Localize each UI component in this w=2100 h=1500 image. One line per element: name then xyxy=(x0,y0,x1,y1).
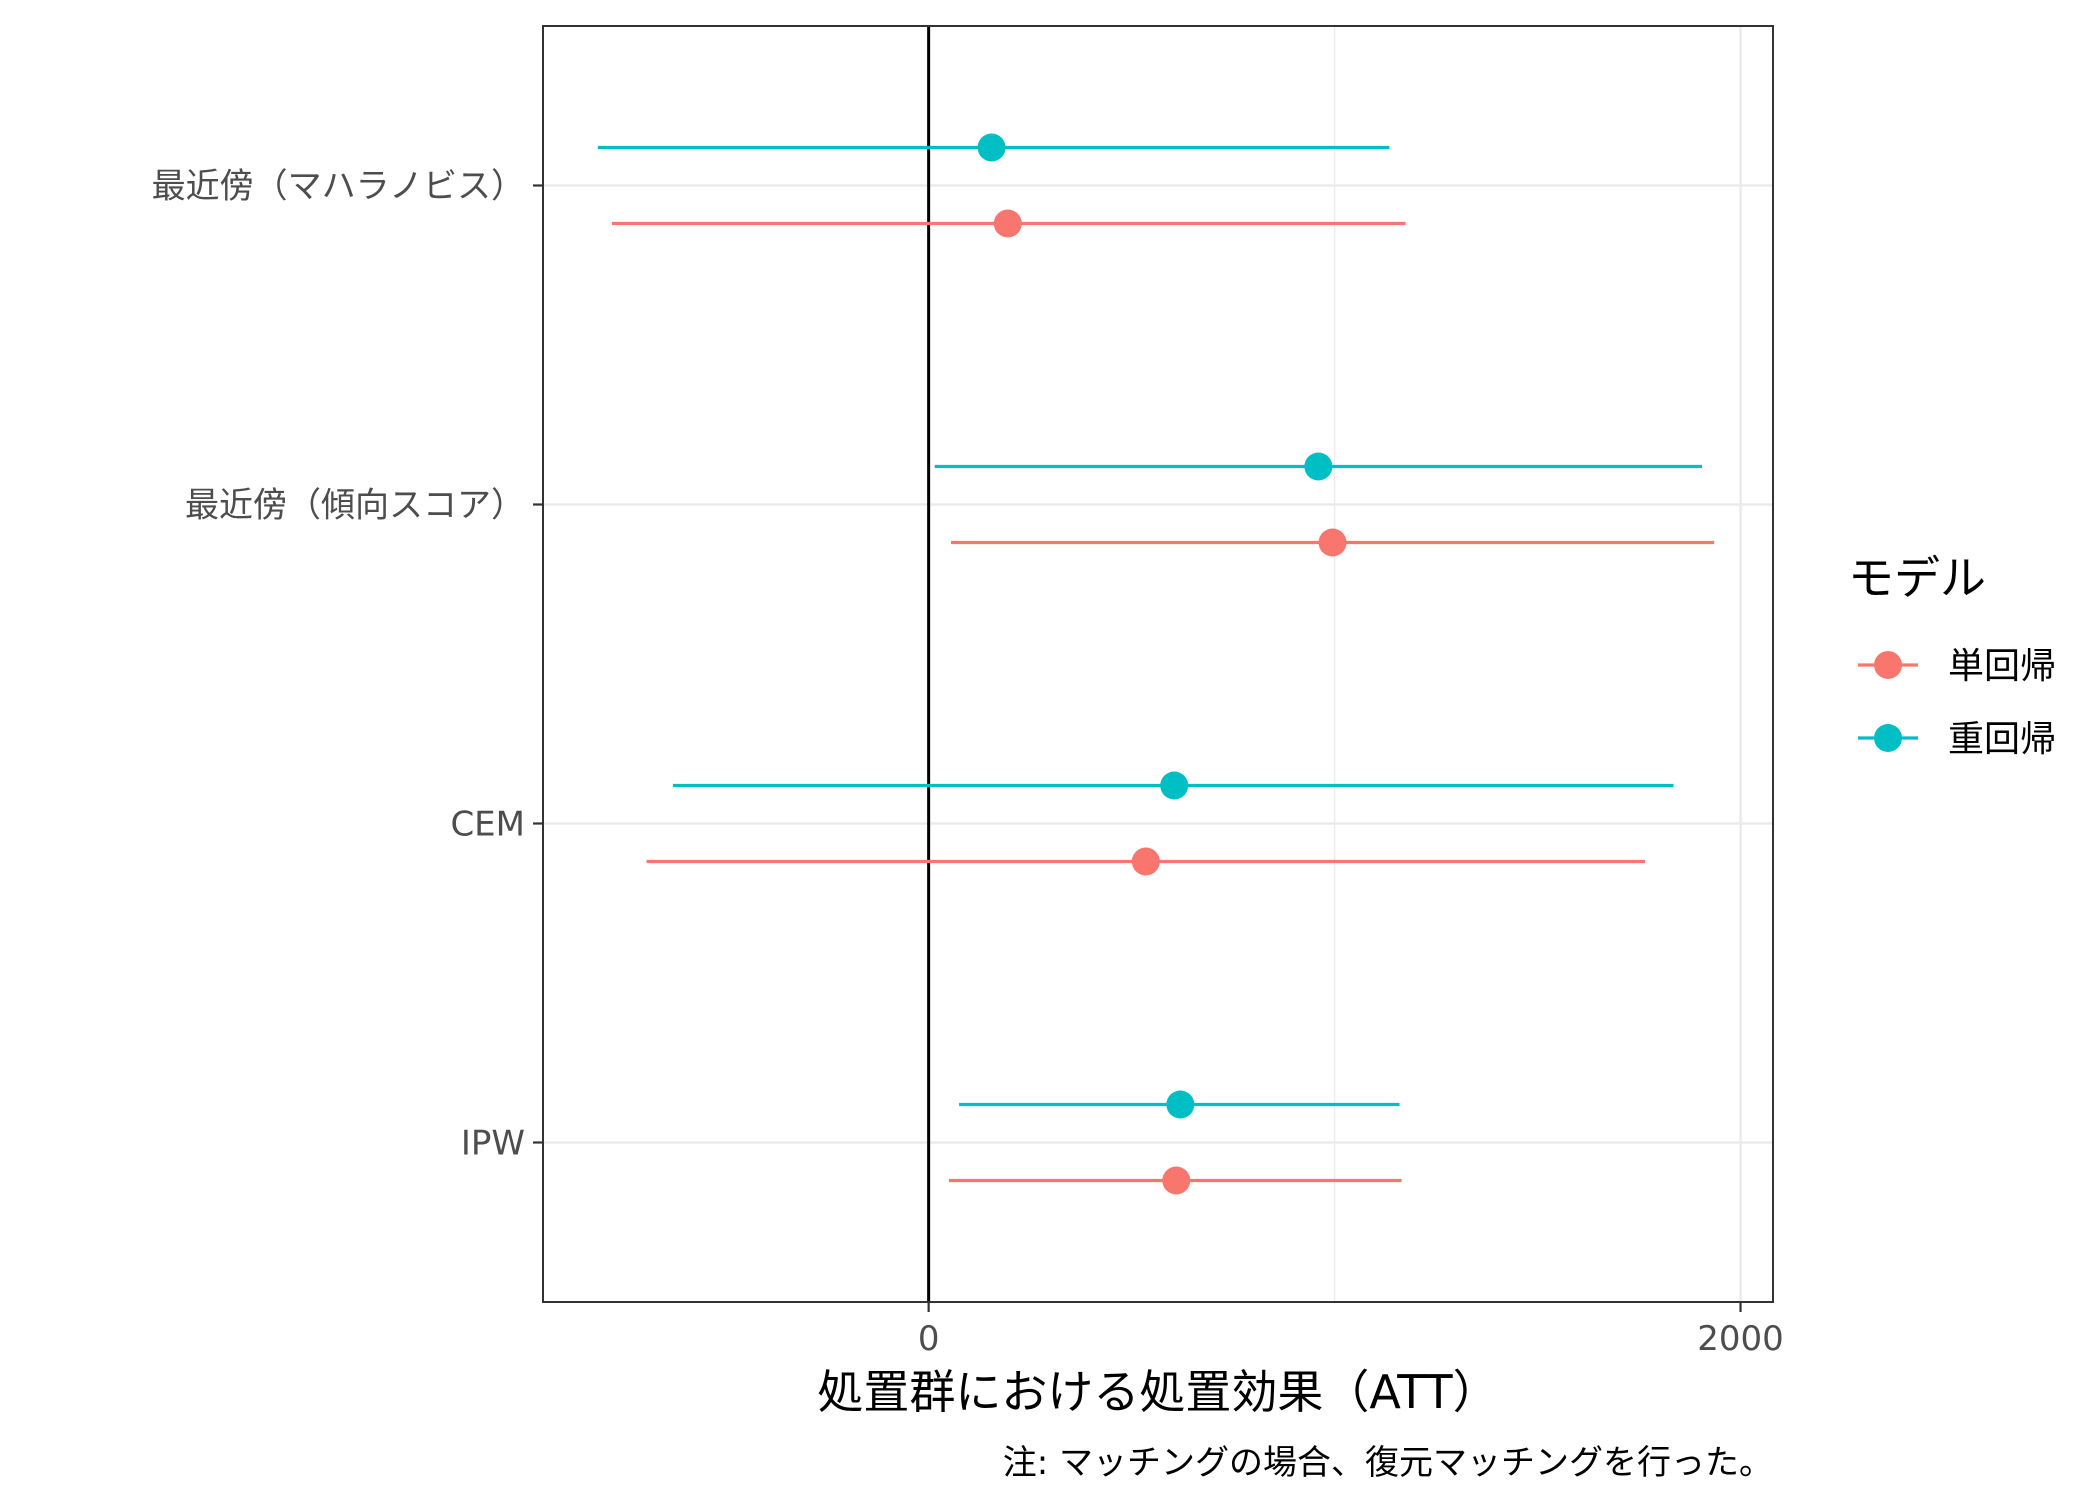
y-tick-label: 最近傍（傾向スコア） xyxy=(185,486,525,526)
legend-key-point xyxy=(1874,724,1902,752)
legend-item: 単回帰 xyxy=(1858,646,2056,687)
legend-item: 重回帰 xyxy=(1858,719,2056,760)
estimate-point xyxy=(1304,452,1333,481)
estimate-point xyxy=(993,209,1022,238)
y-tick-label: IPW xyxy=(461,1124,525,1164)
data-marks xyxy=(597,133,1715,1195)
estimate-point xyxy=(1166,1090,1195,1119)
estimate-point xyxy=(1162,1166,1191,1195)
caption: 注: マッチングの場合、復元マッチングを行った。 xyxy=(1003,1443,1773,1483)
x-axis-title: 処置群における処置効果（ATT） xyxy=(817,1365,1498,1419)
estimate-point xyxy=(1318,528,1347,557)
legend-title: モデル xyxy=(1848,551,1986,605)
series-1 xyxy=(612,209,1715,1195)
y-tick-label: 最近傍（マハラノビス） xyxy=(152,167,525,207)
estimate-point xyxy=(1131,847,1160,876)
estimate-point xyxy=(1160,771,1189,800)
panel-border xyxy=(542,25,1774,1303)
legend-key-point xyxy=(1874,651,1902,679)
x-tick-label: 0 xyxy=(918,1319,940,1359)
legend-label: 重回帰 xyxy=(1948,719,2056,760)
legend-label: 単回帰 xyxy=(1948,646,2056,687)
series-2 xyxy=(597,133,1702,1119)
y-tick-label: CEM xyxy=(450,805,525,845)
estimate-point xyxy=(977,133,1006,162)
x-tick-label: 2000 xyxy=(1697,1319,1784,1359)
